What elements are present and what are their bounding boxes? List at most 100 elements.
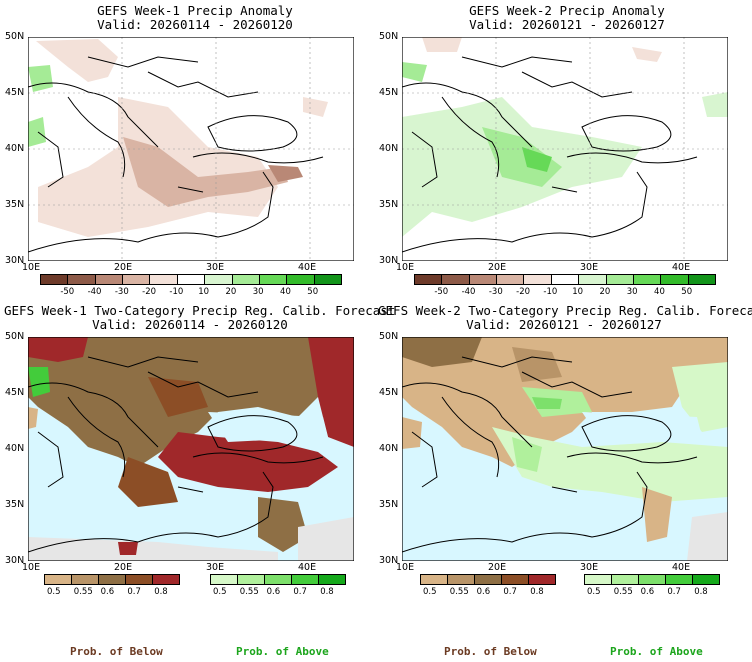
panel-1-title-text: GEFS Week-1 Precip Anomaly [97, 3, 293, 18]
lon-label-p3-10e: 10E [22, 562, 41, 573]
prob-tick-label: 0.55 [73, 587, 93, 597]
lon-label-p2-10e: 10E [396, 262, 415, 273]
panel-2-title-text: GEFS Week-2 Precip Anomaly [469, 3, 665, 18]
prob-tick-label: 0.6 [476, 587, 491, 597]
panel-3-title-text: GEFS Week-1 Two-Category Precip Reg. Cal… [4, 303, 396, 318]
panel-1-valid-text: Valid: 20260114 - 20260120 [97, 17, 293, 32]
prob-tick-label: 0.7 [503, 587, 517, 597]
lat-label-p3-40n: 40N [5, 443, 25, 454]
anomaly-tick-label: 20 [225, 287, 237, 297]
lat-label-p2-30n: 30N [379, 255, 399, 266]
prob-below-colorbar-2 [420, 574, 556, 585]
prob-tick-label: 0.8 [154, 587, 168, 597]
lon-label-p1-40e: 40E [298, 262, 317, 273]
lat-label-p2-35n: 35N [379, 199, 399, 210]
lon-label-p3-20e: 20E [114, 562, 133, 573]
anomaly-swatch [579, 275, 607, 284]
map-week2-probability [402, 337, 728, 561]
lon-label-p1-30e: 30E [206, 262, 225, 273]
panel-4-title: GEFS Week-2 Two-Category Precip Reg. Cal… [378, 303, 752, 332]
prob-tick-label: 0.6 [640, 587, 655, 597]
anomaly-swatch [232, 275, 260, 284]
prob-tick-label: 0.5 [47, 587, 61, 597]
lat-label-p4-45n: 45N [379, 387, 399, 398]
prob-above-colorbar-1 [210, 574, 346, 585]
anomaly-tick-label: 20 [599, 287, 611, 297]
prob-tick-label: 0.7 [667, 587, 681, 597]
panel-1-title: GEFS Week-1 Precip Anomaly Valid: 202601… [40, 4, 350, 32]
footer-above-label-2: Prob. of Above [610, 645, 703, 658]
map-week2-anomaly-svg [402, 37, 728, 261]
lat-label-p4-50n: 50N [379, 331, 399, 342]
lon-label-p4-10e: 10E [396, 562, 415, 573]
lon-label-p1-20e: 20E [114, 262, 133, 273]
anomaly-swatch [205, 275, 233, 284]
footer-below-label-1: Prob. of Below [70, 645, 163, 658]
footer-above-label-1: Prob. of Above [236, 645, 329, 658]
panel-4-valid-text: Valid: 20260121 - 20260127 [466, 317, 662, 332]
prob-swatch [475, 575, 502, 584]
map-week2-anomaly [402, 37, 728, 261]
lat-label-p1-50n: 50N [5, 31, 25, 42]
lat-label-p3-50n: 50N [5, 331, 25, 342]
prob-swatch [99, 575, 126, 584]
prob-tick-label: 0.7 [293, 587, 307, 597]
anomaly-swatch [41, 275, 69, 284]
prob-swatch [265, 575, 292, 584]
footer-below-label-2: Prob. of Below [444, 645, 537, 658]
prob-tick-label: 0.55 [613, 587, 633, 597]
prob-swatch [238, 575, 265, 584]
prob-tick-label: 0.8 [530, 587, 544, 597]
prob-swatch [319, 575, 345, 584]
lon-label-p2-40e: 40E [672, 262, 691, 273]
lat-label-p1-35n: 35N [5, 199, 25, 210]
anomaly-swatch [68, 275, 96, 284]
anomaly-swatch [314, 275, 341, 284]
prob-tick-label: 0.55 [449, 587, 469, 597]
prob-swatch [211, 575, 238, 584]
anomaly-tick-label: 10 [198, 287, 210, 297]
anomaly-swatch [415, 275, 443, 284]
map-week1-probability [28, 337, 354, 561]
panel-2-title: GEFS Week-2 Precip Anomaly Valid: 202601… [412, 4, 722, 32]
prob-swatch [126, 575, 153, 584]
anomaly-tick-label: 40 [654, 287, 665, 297]
anomaly-swatch [688, 275, 715, 284]
lat-label-p1-30n: 30N [5, 255, 25, 266]
lon-label-p2-20e: 20E [488, 262, 507, 273]
anomaly-tick-label: -10 [543, 287, 558, 297]
prob-tick-label: 0.8 [320, 587, 334, 597]
anomaly-tick-label: -30 [114, 287, 129, 297]
lon-label-p4-40e: 40E [672, 562, 691, 573]
prob-swatch [529, 575, 555, 584]
map-week1-anomaly [28, 37, 354, 261]
prob-swatch [639, 575, 666, 584]
anomaly-tick-label: -20 [516, 287, 531, 297]
panel-3-title: GEFS Week-1 Two-Category Precip Reg. Cal… [4, 303, 396, 332]
anomaly-tick-label: -40 [87, 287, 102, 297]
map-week2-probability-svg [402, 337, 728, 561]
lat-label-p1-40n: 40N [5, 143, 25, 154]
anomaly-tick-label: -20 [142, 287, 157, 297]
anomaly-swatch [661, 275, 689, 284]
lat-label-p3-30n: 30N [5, 555, 25, 566]
prob-swatch [585, 575, 612, 584]
anomaly-swatch [259, 275, 288, 284]
lat-label-p2-50n: 50N [379, 31, 399, 42]
lat-label-p4-40n: 40N [379, 443, 399, 454]
anomaly-swatch [551, 275, 580, 284]
prob-swatch [502, 575, 529, 584]
panel-4-title-text: GEFS Week-2 Two-Category Precip Reg. Cal… [378, 303, 752, 318]
prob-swatch [448, 575, 475, 584]
anomaly-tick-label: -50 [60, 287, 75, 297]
lat-label-p4-35n: 35N [379, 499, 399, 510]
anomaly-swatch [497, 275, 525, 284]
anomaly-tick-label: 30 [626, 287, 638, 297]
anomaly-tick-label: -10 [169, 287, 184, 297]
anomaly-swatch [177, 275, 206, 284]
prob-swatch [612, 575, 639, 584]
anomaly-tick-label: 10 [572, 287, 584, 297]
lon-label-p3-30e: 30E [206, 562, 225, 573]
lon-label-p2-30e: 30E [580, 262, 599, 273]
prob-swatch [72, 575, 99, 584]
